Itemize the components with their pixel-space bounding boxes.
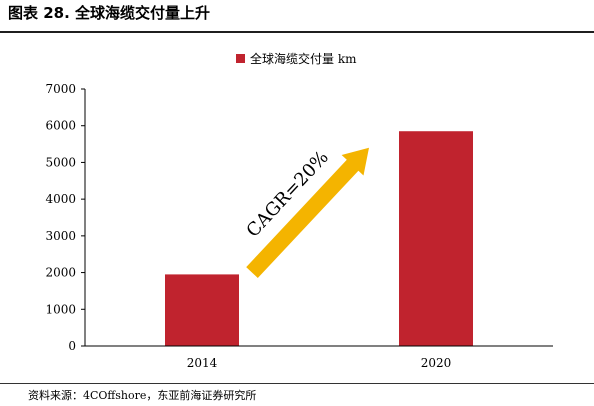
y-tick-label: 5000 bbox=[45, 155, 76, 169]
y-tick-label: 7000 bbox=[45, 82, 76, 96]
bar bbox=[399, 131, 473, 346]
y-tick-label: 0 bbox=[68, 339, 76, 353]
bars bbox=[165, 131, 473, 346]
x-axis-labels: 2014 2020 bbox=[187, 356, 452, 370]
axes bbox=[84, 89, 553, 347]
y-tick-label: 4000 bbox=[45, 192, 76, 206]
source-note: 资料来源：4COffshore，东亚前海证券研究所 bbox=[28, 389, 257, 402]
bar-chart: 全球海缆交付量 km 0 1000 2000 3000 4000 5000 6000 7000… bbox=[45, 51, 553, 370]
y-tick-label: 2000 bbox=[45, 266, 76, 280]
title-divider bbox=[0, 31, 594, 33]
bar bbox=[165, 274, 239, 346]
legend-swatch bbox=[236, 54, 245, 63]
legend: 全球海缆交付量 km bbox=[236, 51, 357, 66]
arrow-icon bbox=[246, 147, 369, 278]
y-axis-ticks: 0 1000 2000 3000 4000 5000 6000 7000 bbox=[45, 82, 85, 353]
y-tick-label: 3000 bbox=[45, 229, 76, 243]
y-tick-label: 1000 bbox=[45, 302, 76, 316]
x-tick-label: 2020 bbox=[421, 356, 452, 370]
x-tick-label: 2014 bbox=[187, 356, 218, 370]
legend-label: 全球海缆交付量 km bbox=[250, 51, 357, 66]
figure-title: 图表 28. 全球海缆交付量上升 bbox=[8, 4, 211, 22]
y-tick-label: 6000 bbox=[45, 119, 76, 133]
source-divider bbox=[0, 383, 594, 384]
cagr-arrow: CAGR=20% bbox=[243, 147, 369, 278]
